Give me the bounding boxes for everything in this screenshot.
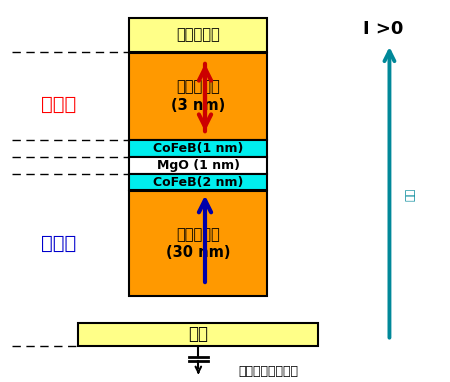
Text: キャップ層: キャップ層: [176, 27, 220, 42]
Bar: [130, 191, 267, 296]
Text: 固定層: 固定層: [40, 234, 76, 253]
Bar: [130, 53, 267, 140]
Text: 垂直磁化膜
(3 nm): 垂直磁化膜 (3 nm): [171, 79, 225, 113]
Text: I >0: I >0: [363, 20, 403, 38]
Bar: [130, 18, 267, 52]
Text: 選択トランジスタ: 選択トランジスタ: [238, 365, 298, 378]
Text: CoFeB(1 nm): CoFeB(1 nm): [153, 142, 243, 155]
Bar: [130, 174, 267, 190]
Text: CoFeB(2 nm): CoFeB(2 nm): [153, 176, 243, 189]
Text: 電流: 電流: [406, 188, 416, 201]
Text: 記憶層: 記憶層: [40, 95, 76, 113]
Bar: [130, 157, 267, 173]
Text: MgO (1 nm): MgO (1 nm): [157, 159, 240, 172]
Bar: [130, 141, 267, 157]
Text: 電極: 電極: [189, 325, 208, 343]
Bar: [78, 323, 318, 346]
Text: 垂直磁化膜
(30 nm): 垂直磁化膜 (30 nm): [166, 227, 230, 261]
